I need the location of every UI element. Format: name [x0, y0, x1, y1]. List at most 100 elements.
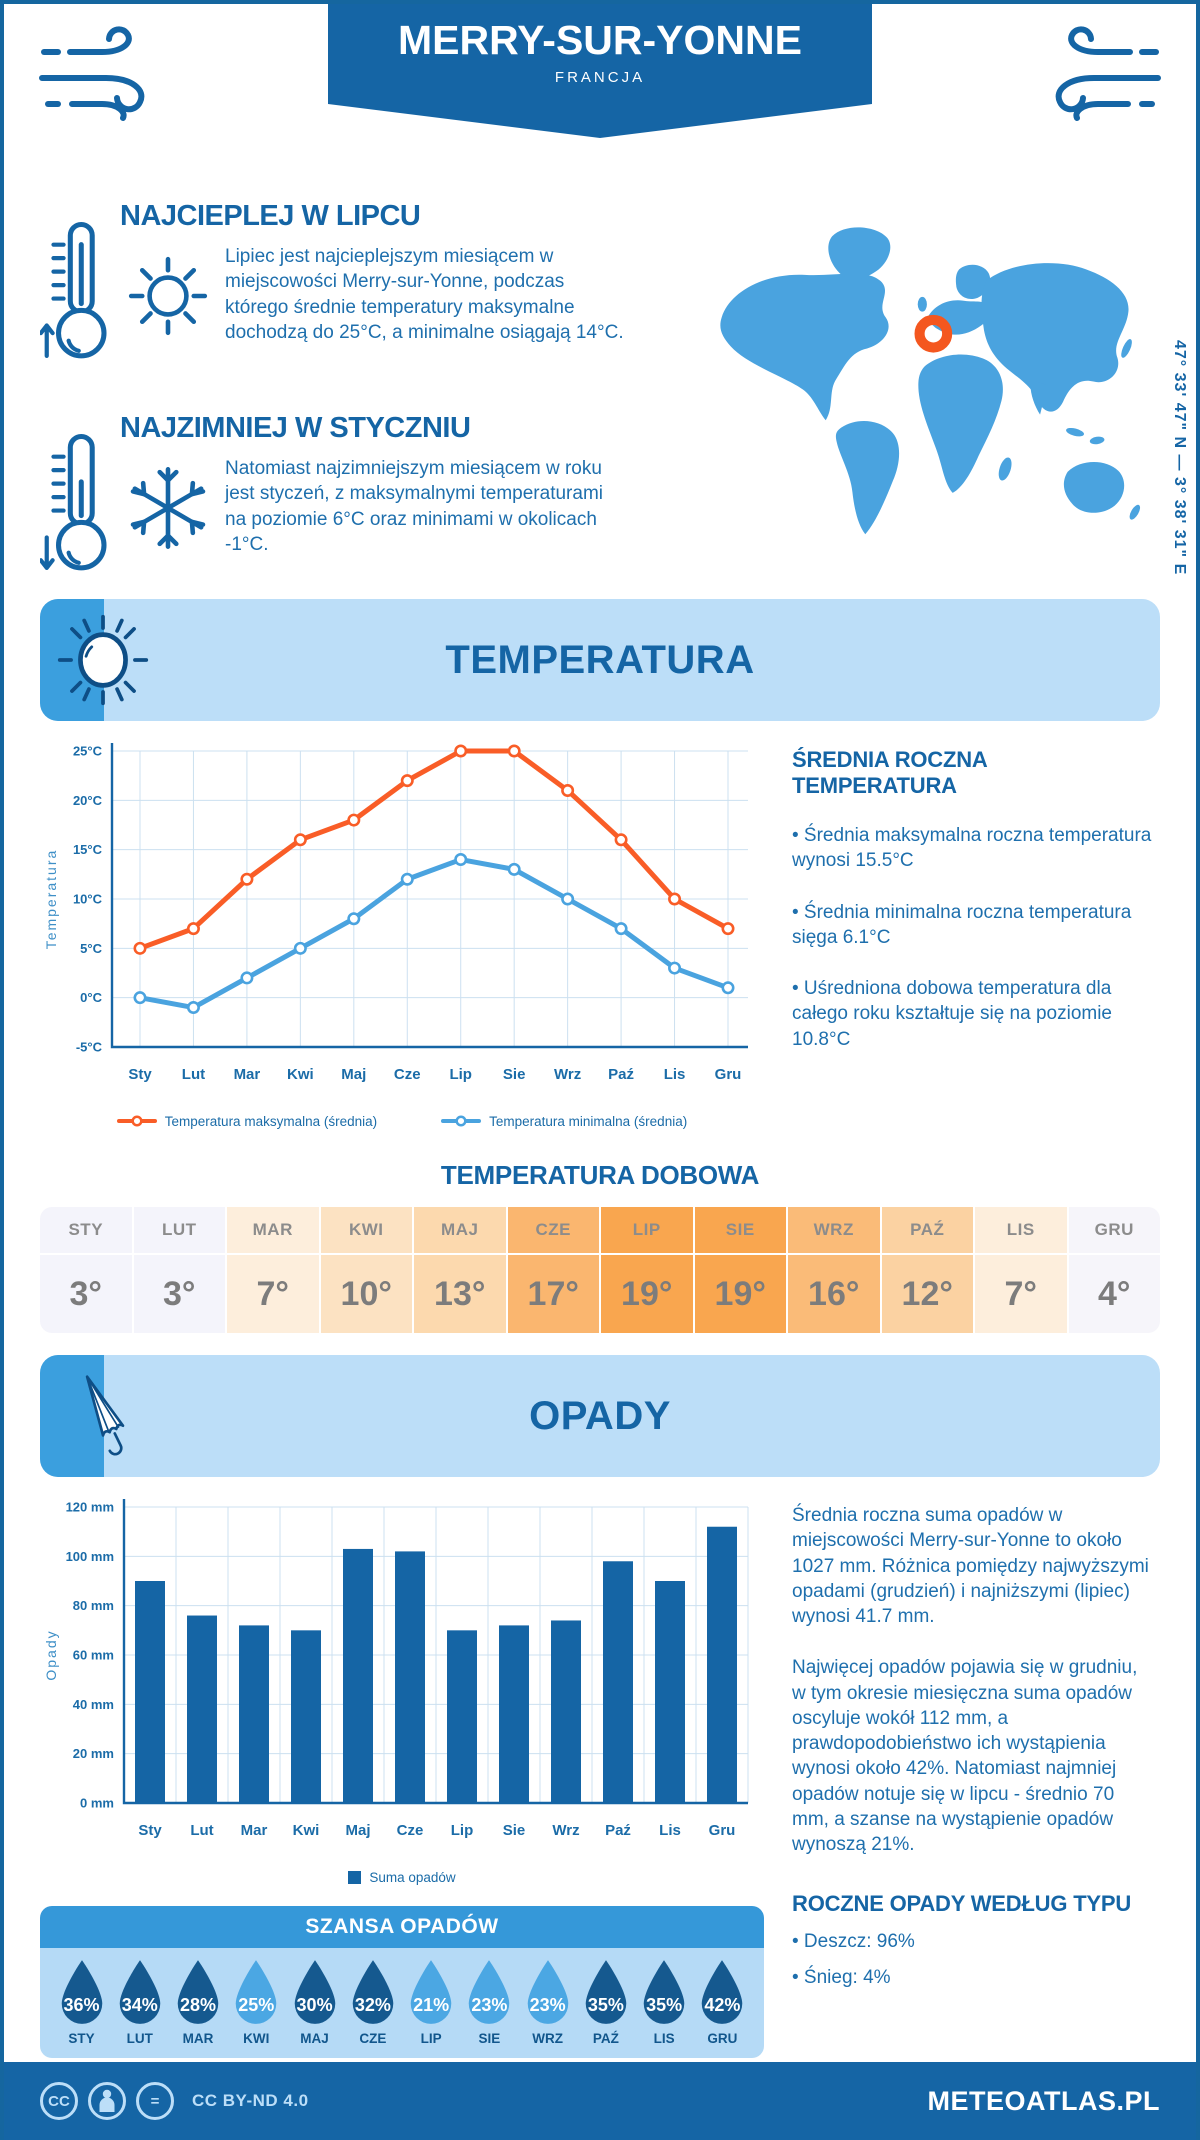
precipitation-banner: OPADY [40, 1355, 1160, 1477]
chance-month: GRU [707, 2031, 738, 2046]
chance-percent: 28% [180, 1995, 217, 2015]
warmest-text: Lipiec jest najcieplejszym miesiącem w m… [225, 246, 624, 343]
data-point [668, 961, 682, 975]
coldest-text: Natomiast najzimniejszym miesiącem w rok… [225, 458, 603, 555]
data-point [400, 872, 414, 886]
line-series [137, 857, 731, 1011]
chance-month: SIE [478, 2031, 501, 2046]
map-greenland [828, 227, 891, 280]
data-point [561, 783, 575, 797]
legend-label: Temperatura minimalna (średnia) [489, 1113, 688, 1129]
cc-icon: CC [40, 2082, 78, 2120]
data-point [293, 941, 307, 955]
svg-text:Kwi: Kwi [287, 1066, 314, 1083]
daily-temp-column: LIS 7° [975, 1207, 1069, 1333]
legend-item: Temperatura maksymalna (średnia) [116, 1113, 378, 1129]
data-point [507, 744, 521, 758]
location-marker [914, 314, 953, 353]
map-australia [1063, 461, 1125, 513]
svg-text:Cze: Cze [394, 1066, 421, 1083]
daily-temp-value: 13° [434, 1274, 486, 1313]
data-point [133, 941, 147, 955]
precipitation-banner-title: OPADY [529, 1394, 671, 1438]
temperature-banner: TEMPERATURA [40, 599, 1160, 721]
chance-month: CZE [359, 2031, 387, 2046]
chance-month: MAJ [300, 2031, 329, 2046]
map-uk [917, 296, 927, 312]
precipitation-chance-box: SZANSA OPADÓW 36% STY 34% LUT 28% MAR 25% KWI 30… [40, 1906, 764, 2058]
bar [499, 1625, 529, 1803]
page-title: MERRY-SUR-YONNE [398, 17, 802, 63]
chance-drop: 36% STY [54, 1958, 109, 2046]
bar [343, 1548, 373, 1803]
bar [655, 1581, 685, 1803]
snowflake-icon [130, 467, 206, 549]
chance-month: LUT [126, 2031, 153, 2046]
svg-text:Wrz: Wrz [554, 1066, 581, 1083]
chance-drop: 23% WRZ [520, 1958, 575, 2046]
map-india [1030, 379, 1048, 415]
title-banner-rect: MERRY-SUR-YONNE FRANCJA [328, 4, 872, 104]
drop-icon [702, 1960, 743, 2024]
coordinates: 47° 33' 47" N — 3° 38' 31" E [1171, 340, 1188, 576]
daily-temp-column: LIP 19° [601, 1207, 695, 1333]
precipitation-type-bullet: • Śnieg: 4% [792, 1966, 891, 1988]
daily-temp-column: GRU 4° [1068, 1207, 1160, 1333]
daily-temp-column: CZE 17° [507, 1207, 601, 1333]
annual-temp-bullet: • Uśredniona dobowa temperatura dla całe… [792, 978, 1113, 1050]
data-point [186, 922, 200, 936]
daily-temp-column: STY 3° [40, 1207, 134, 1333]
svg-text:0°C: 0°C [80, 990, 102, 1005]
brand-logo: METEOATLAS.PL [927, 2085, 1160, 2116]
temperature-chart-legend: Temperatura maksymalna (średnia) Temperat… [40, 1108, 764, 1134]
map-madagascar [998, 457, 1012, 481]
data-point [186, 1001, 200, 1015]
coldest-heading: NAJZIMNIEJ W STYCZNIU [120, 412, 471, 444]
data-point [668, 892, 682, 906]
svg-text:Wrz: Wrz [552, 1822, 579, 1839]
legend-label: Temperatura maksymalna (średnia) [164, 1113, 378, 1129]
svg-text:10°C: 10°C [73, 892, 103, 907]
chance-drop: 30% MAJ [287, 1958, 342, 2046]
svg-text:Sie: Sie [503, 1822, 526, 1839]
svg-text:Cze: Cze [397, 1822, 424, 1839]
daily-temp-column: SIE 19° [694, 1207, 788, 1333]
daily-temp-value: 3° [69, 1274, 102, 1313]
chance-drop: 35% LIS [637, 1958, 692, 2046]
bar [291, 1630, 321, 1803]
precipitation-row: 0 mm 20 mm 40 mm 60 mm 80 mm 100 mm 120 mm Sty L… [4, 1491, 1196, 2058]
daily-temp-value: 3° [162, 1274, 196, 1313]
map-japan [1121, 339, 1132, 358]
umbrella-icon [85, 1375, 125, 1456]
daily-temp-month: KWI [320, 1207, 412, 1255]
legend-item: Temperatura minimalna (średnia) [441, 1114, 687, 1129]
drop-icon [236, 1960, 277, 2024]
daily-temp-month: PAŹ [881, 1207, 973, 1255]
daily-temp-value: 17° [527, 1274, 579, 1313]
banner-accent [40, 1355, 104, 1477]
chance-percent: 30% [296, 1995, 333, 2015]
svg-text:100 mm: 100 mm [66, 1549, 114, 1564]
svg-text:Lut: Lut [190, 1822, 213, 1839]
map-scandinavia [955, 264, 991, 299]
chance-percent: 21% [413, 1995, 450, 2015]
temperature-chart-row: -5°C 0°C 5°C 10°C 15°C 20°C 25°C Sty Lut Mar Kwi Ma… [4, 735, 1196, 1134]
chance-percent: 23% [529, 1995, 566, 2015]
drop-icon [352, 1960, 394, 2024]
map-south-america [835, 421, 900, 535]
data-point [240, 872, 254, 886]
bar [447, 1630, 477, 1803]
bar [395, 1551, 425, 1803]
svg-text:120 mm: 120 mm [66, 1500, 114, 1515]
page-subtitle: FRANCJA [554, 69, 646, 87]
precipitation-chart-legend: Suma opadów [40, 1864, 764, 1890]
drop-icon [585, 1960, 627, 2024]
daily-temp-month: MAR [227, 1207, 319, 1255]
precipitation-chance-drops: 36% STY 34% LUT 28% MAR 25% KWI 30% MAJ 32% CZE 21% L… [40, 1948, 764, 2058]
svg-text:Gru: Gru [709, 1822, 736, 1839]
chance-drop: 21% LIP [404, 1958, 459, 2046]
coldest-block: NAJZIMNIEJ W STYCZNIU Natomiast najzimni… [40, 412, 640, 617]
thermometer-down-icon [40, 433, 107, 571]
cc-license-icons: CC = CC BY-ND 4.0 [40, 2082, 309, 2120]
